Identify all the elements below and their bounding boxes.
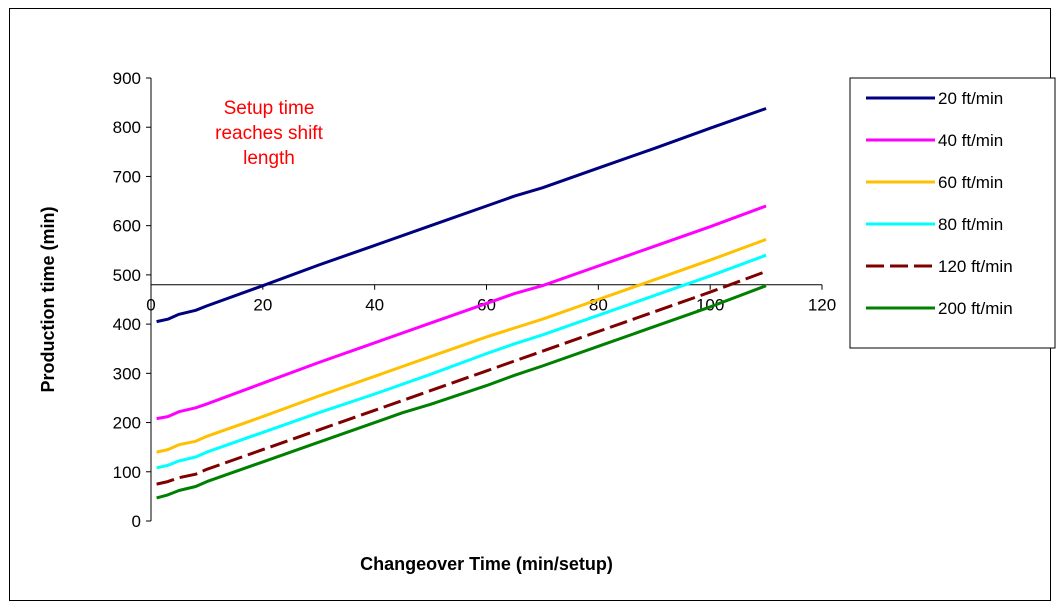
y-tick-label: 400 xyxy=(113,315,141,334)
x-tick-label: 40 xyxy=(365,296,384,315)
y-tick-label: 500 xyxy=(113,266,141,285)
legend-label: 200 ft/min xyxy=(938,299,1013,318)
legend-label: 60 ft/min xyxy=(938,173,1003,192)
y-tick-label: 0 xyxy=(132,512,141,531)
series-lines xyxy=(156,107,767,500)
y-tick-label: 700 xyxy=(113,167,141,186)
legend-label: 20 ft/min xyxy=(938,89,1003,108)
x-tick-label: 0 xyxy=(146,296,155,315)
annotation-line: reaches shift xyxy=(215,123,323,144)
annotation-text: Setup time reaches shift length xyxy=(215,98,323,169)
series-line-1 xyxy=(156,107,767,324)
annotation-line: Setup time xyxy=(224,98,315,119)
series-line-6 xyxy=(156,284,767,500)
legend-label: 120 ft/min xyxy=(938,257,1013,276)
annotation-line: length xyxy=(243,148,295,169)
y-tick-label: 600 xyxy=(113,217,141,236)
series-line-2 xyxy=(156,204,767,421)
y-axis-title: Production time (min) xyxy=(38,207,58,393)
y-tick-label: 300 xyxy=(113,364,141,383)
legend-label: 40 ft/min xyxy=(938,131,1003,150)
series-line-5 xyxy=(156,269,767,486)
legend-box xyxy=(849,77,1056,349)
x-tick-label: 20 xyxy=(253,296,272,315)
x-axis-title: Changeover Time (min/setup) xyxy=(360,554,613,574)
legend: 20 ft/min 40 ft/min 60 ft/min 80 ft/min 120 … xyxy=(849,77,1056,349)
legend-label: 80 ft/min xyxy=(938,215,1003,234)
series-line-3 xyxy=(156,237,767,454)
x-tick-label: 120 xyxy=(808,296,836,315)
y-tick-label: 900 xyxy=(113,69,141,88)
y-tick-label: 100 xyxy=(113,463,141,482)
y-axis: 0 100 200 300 400 500 600 700 800 900 xyxy=(113,69,152,531)
y-tick-label: 800 xyxy=(113,118,141,137)
y-tick-label: 200 xyxy=(113,414,141,433)
series-line-4 xyxy=(156,253,767,470)
